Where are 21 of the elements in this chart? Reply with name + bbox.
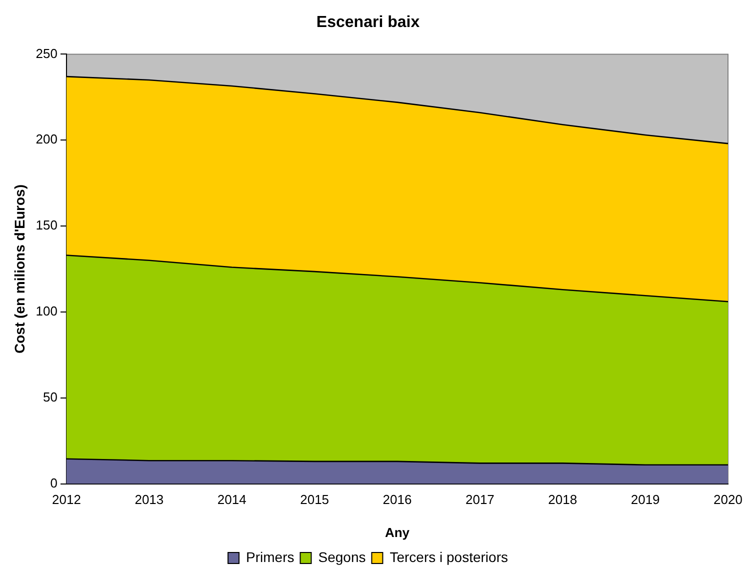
y-tick-label: 200 — [36, 132, 58, 147]
legend-label: Segons — [318, 548, 366, 565]
x-tick-label: 2013 — [134, 492, 164, 508]
x-tick-label: 2012 — [52, 492, 81, 508]
legend-label: Tercers i posteriors — [390, 548, 508, 565]
y-tick-label: 50 — [43, 389, 58, 404]
chart-title: Escenari baix — [316, 14, 420, 32]
x-tick-label: 2016 — [382, 492, 412, 508]
x-tick-label: 2017 — [465, 492, 494, 508]
x-tick-label: 2019 — [630, 492, 660, 508]
y-tick-label: 250 — [36, 46, 58, 61]
x-axis-title: Any — [384, 524, 410, 540]
y-axis-title: Cost (en milions d'Euros) — [11, 184, 28, 354]
y-tick-label: 0 — [50, 475, 58, 490]
x-tick-label: 2014 — [217, 492, 246, 508]
y-tick-label: 100 — [36, 304, 58, 319]
x-tick-label: 2018 — [548, 492, 578, 508]
x-tick-label: 2015 — [300, 492, 330, 508]
x-tick-label: 2020 — [714, 492, 742, 508]
y-tick-label: 150 — [36, 218, 58, 233]
legend-label: Primers — [246, 548, 294, 565]
